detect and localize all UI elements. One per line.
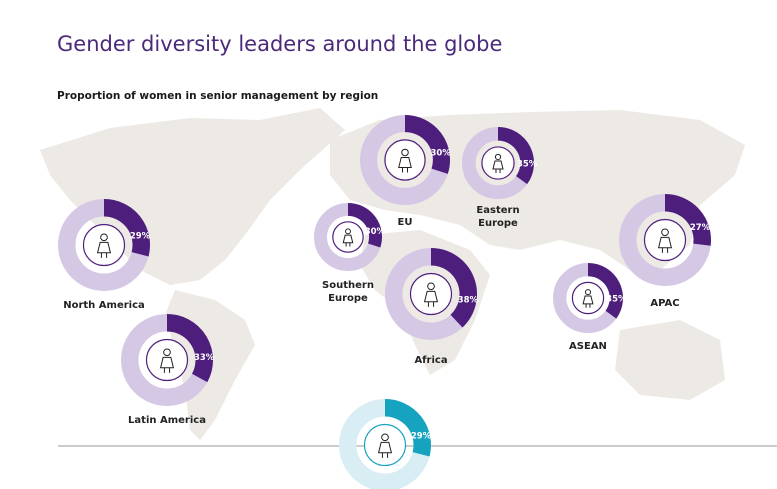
icon-head [494,153,502,161]
icon-body [159,356,175,373]
icon-head [427,282,435,291]
chart-subtitle: Proportion of women in senior management… [57,90,379,102]
chart-title: Gender diversity leaders around the glob… [57,32,503,56]
icon-ring [409,272,453,316]
icon-ring [332,221,364,253]
value-label: 35% [606,294,627,304]
icon-body [96,241,112,258]
icon-head [100,233,108,242]
icon-ring [481,146,515,180]
donut-arc [664,194,711,246]
value-label: 30% [430,148,451,158]
icon-head [661,228,669,237]
icon-body [398,156,412,173]
icon-ring [82,223,126,267]
value-label: 35% [517,159,538,169]
icon-head [401,148,409,157]
value-label: 38% [458,296,479,306]
region-label: APAC [650,298,680,309]
icon-ring [363,423,407,467]
icon-ring [571,281,605,315]
icon-head [381,433,389,442]
donut-arc [384,399,431,457]
icon-ring [145,338,189,382]
donut-arc [430,248,477,328]
donut-arc [103,199,150,257]
icon-head [345,228,351,235]
region-label: Latin America [128,415,206,426]
donut-arc [347,203,382,248]
donut-arc [166,314,213,383]
value-label: 29% [411,431,432,441]
icon-head [584,289,592,296]
region-label: Africa [414,355,448,366]
donut-arc [587,263,623,319]
region-label: North America [63,300,145,311]
region-label: EU [397,217,413,228]
icon-head [163,348,171,357]
icon-ring [384,139,426,181]
icon-body [377,441,393,458]
region-label: Southern Europe [322,280,374,304]
donut-arc [497,127,534,185]
icon-body [582,295,594,308]
value-label: 27% [690,223,711,233]
icon-ring [643,218,687,262]
icon-body [342,234,354,247]
donut-arc [404,115,450,174]
region-label: Eastern Europe [476,205,520,229]
region-label: ASEAN [569,341,607,352]
value-label: 30% [365,227,386,237]
value-label: 29% [130,231,151,241]
icon-body [657,236,673,253]
icon-body [492,160,504,174]
value-label: 33% [194,353,215,363]
icon-body [423,290,439,307]
